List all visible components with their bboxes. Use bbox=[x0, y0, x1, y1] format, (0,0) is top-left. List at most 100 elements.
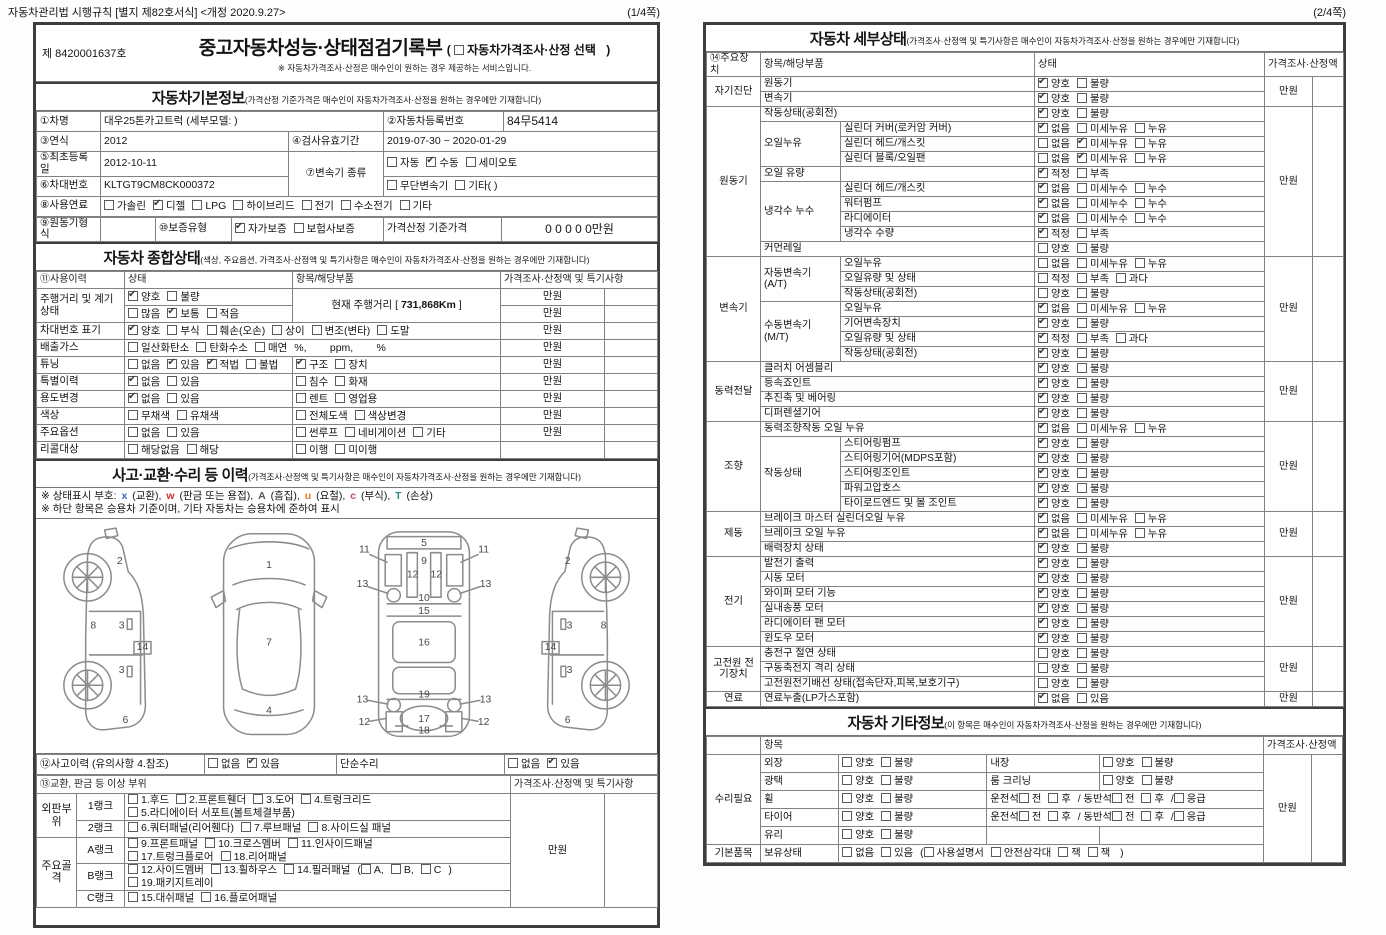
checkbox-option[interactable]: 없음 bbox=[1038, 257, 1070, 271]
checkbox-option[interactable]: 미세누유 bbox=[1076, 257, 1128, 271]
checkbox-option[interactable]: 미이행 bbox=[335, 443, 377, 457]
checkbox-option[interactable]: 14.필러패널 bbox=[284, 864, 350, 877]
checkbox-option[interactable]: 화재 bbox=[335, 375, 368, 389]
checkbox-option[interactable]: 수소전기 bbox=[340, 199, 393, 213]
checkbox-option[interactable]: 양호 bbox=[1038, 573, 1070, 586]
checkbox-option[interactable]: 자동 bbox=[387, 157, 419, 170]
checkbox-option[interactable]: 양호 bbox=[842, 811, 874, 824]
checkbox-option[interactable]: 매연 bbox=[254, 341, 287, 355]
checkbox-option[interactable]: 후 bbox=[1048, 811, 1071, 824]
checkbox-option[interactable]: 불량 bbox=[881, 775, 913, 788]
checkbox-option[interactable]: 없음 bbox=[1038, 513, 1070, 526]
checkbox-option[interactable]: 누수 bbox=[1134, 182, 1167, 196]
checkbox-option[interactable]: 없음 bbox=[1038, 303, 1070, 316]
checkbox-option[interactable]: 부족 bbox=[1076, 167, 1109, 181]
checkbox-option[interactable]: 10.크로스멤버 bbox=[205, 838, 281, 850]
checkbox-option[interactable]: 불량 bbox=[1076, 377, 1109, 391]
checkbox-option[interactable]: 불량 bbox=[1076, 677, 1109, 691]
checkbox-option[interactable]: 미세누수 bbox=[1076, 197, 1128, 211]
checkbox-option[interactable]: 후 bbox=[1141, 793, 1164, 806]
checkbox-option[interactable]: 적음 bbox=[206, 307, 239, 321]
checkbox-option[interactable]: 8.사이드실 패널 bbox=[308, 822, 391, 835]
checkbox-option[interactable]: 양호 bbox=[1038, 363, 1070, 376]
checkbox-option[interactable]: 해당 bbox=[186, 443, 219, 457]
checkbox-option[interactable]: 불량 bbox=[1076, 77, 1109, 91]
checkbox-option[interactable]: 16.플로어패널 bbox=[201, 892, 277, 905]
checkbox-option[interactable]: 자가보증 bbox=[235, 221, 287, 236]
checkbox-option[interactable]: 침수 bbox=[296, 375, 328, 389]
checkbox-option[interactable]: 적정 bbox=[1038, 168, 1070, 181]
checkbox-option[interactable]: 양호 bbox=[1038, 108, 1070, 121]
checkbox-option[interactable]: 적법 bbox=[206, 358, 239, 372]
checkbox-option[interactable]: 불량 bbox=[1076, 317, 1109, 331]
checkbox-option[interactable]: 적정 bbox=[1038, 228, 1070, 241]
checkbox-option[interactable]: 도말 bbox=[377, 324, 410, 338]
checkbox-option[interactable]: 양호 bbox=[1038, 318, 1070, 331]
checkbox-option[interactable]: 전 bbox=[1111, 811, 1134, 824]
checkbox-option[interactable]: 없음 bbox=[1038, 183, 1070, 196]
checkbox-option[interactable]: 기타 bbox=[399, 199, 432, 213]
checkbox-option[interactable]: 사용설명서 bbox=[923, 847, 984, 860]
checkbox-option[interactable]: 불량 bbox=[1076, 647, 1109, 661]
checkbox-option[interactable]: 6.쿼터패널(리어휀다) bbox=[128, 822, 234, 835]
checkbox-option[interactable]: 전체도색 bbox=[296, 409, 348, 423]
checkbox-option[interactable]: 불량 bbox=[1076, 617, 1109, 631]
checkbox-option[interactable]: A, bbox=[360, 864, 384, 877]
checkbox-option[interactable]: 양호 bbox=[1038, 453, 1070, 466]
checkbox-option[interactable]: 있음 bbox=[167, 392, 200, 406]
checkbox-option[interactable]: 불량 bbox=[1076, 587, 1109, 601]
checkbox-option[interactable]: 불량 bbox=[881, 793, 913, 806]
checkbox-option[interactable]: 전기 bbox=[301, 199, 334, 213]
checkbox-option[interactable]: 과다 bbox=[1115, 332, 1148, 346]
checkbox-option[interactable]: 불량 bbox=[1076, 407, 1109, 421]
checkbox-option[interactable]: 불량 bbox=[1076, 467, 1109, 481]
checkbox-option[interactable]: 양호 bbox=[1102, 757, 1135, 770]
checkbox-option[interactable]: 없음 bbox=[1038, 198, 1070, 211]
checkbox-option[interactable]: 수동 bbox=[426, 155, 459, 170]
checkbox-option[interactable]: 불법 bbox=[245, 358, 278, 372]
checkbox-option[interactable]: 상이 bbox=[272, 324, 305, 338]
checkbox-option[interactable]: 전 bbox=[1018, 793, 1041, 806]
checkbox-option[interactable]: 보험사보증 bbox=[293, 222, 355, 236]
checkbox-option[interactable]: 누수 bbox=[1134, 197, 1167, 211]
checkbox-option[interactable]: 9.프론트패널 bbox=[128, 838, 198, 850]
checkbox-option[interactable]: 장치 bbox=[335, 358, 368, 372]
checkbox-option[interactable]: 불량 bbox=[881, 757, 913, 770]
checkbox-option[interactable]: 불량 bbox=[1076, 437, 1109, 451]
checkbox-option[interactable]: 양호 bbox=[1038, 677, 1070, 691]
checkbox-option[interactable]: 양호 bbox=[1038, 588, 1070, 601]
checkbox-option[interactable]: 2.프론트휀더 bbox=[176, 794, 246, 807]
checkbox-option[interactable]: 누유 bbox=[1134, 152, 1167, 166]
checkbox-option[interactable]: 부족 bbox=[1076, 227, 1109, 241]
checkbox-option[interactable]: 기타 bbox=[413, 426, 446, 440]
checkbox-option[interactable]: 19.패키지트레이 bbox=[128, 877, 214, 889]
checkbox-option[interactable]: 잭 bbox=[1087, 847, 1110, 860]
checkbox-option[interactable]: 미세누유 bbox=[1076, 153, 1128, 166]
checkbox-option[interactable]: 불량 bbox=[1076, 392, 1109, 406]
checkbox-option[interactable]: 양호 bbox=[1038, 603, 1070, 616]
checkbox-option[interactable]: 불량 bbox=[167, 290, 200, 304]
checkbox-option[interactable]: 세미오토 bbox=[465, 157, 517, 170]
checkbox-option[interactable]: 없음 bbox=[128, 392, 160, 406]
checkbox-option[interactable]: B, bbox=[390, 864, 414, 877]
checkbox-option[interactable]: 과다 bbox=[1115, 272, 1148, 286]
checkbox-option[interactable]: 양호 bbox=[1038, 287, 1070, 301]
checkbox-option[interactable]: 불량 bbox=[1076, 92, 1109, 106]
checkbox-option[interactable]: 후 bbox=[1048, 793, 1071, 806]
checkbox-option[interactable]: 불량 bbox=[1076, 632, 1109, 646]
checkbox-option[interactable]: 불량 bbox=[881, 811, 913, 824]
checkbox-option[interactable]: 가솔린 bbox=[104, 199, 146, 213]
checkbox-option[interactable]: 5.라디에이터 서포트(볼트체결부품) bbox=[128, 807, 295, 819]
checkbox-option[interactable]: 17.트렁크플로어 bbox=[128, 850, 214, 863]
checkbox-option[interactable]: 영업용 bbox=[335, 392, 377, 406]
checkbox-option[interactable]: 누유 bbox=[1134, 422, 1167, 436]
checkbox-option[interactable]: 있음 bbox=[1076, 692, 1109, 706]
checkbox-option[interactable]: 불량 bbox=[1076, 542, 1109, 556]
checkbox-option[interactable]: 없음 bbox=[208, 758, 240, 771]
checkbox-option[interactable]: 부식 bbox=[167, 324, 200, 338]
checkbox-option[interactable]: 없음 bbox=[1038, 693, 1070, 706]
checkbox-option[interactable]: 잭 bbox=[1058, 847, 1081, 860]
checkbox-option[interactable]: 양호 bbox=[1038, 438, 1070, 451]
checkbox-option[interactable]: 1.후드 bbox=[128, 794, 169, 807]
checkbox-option[interactable]: 색상변경 bbox=[354, 409, 406, 423]
